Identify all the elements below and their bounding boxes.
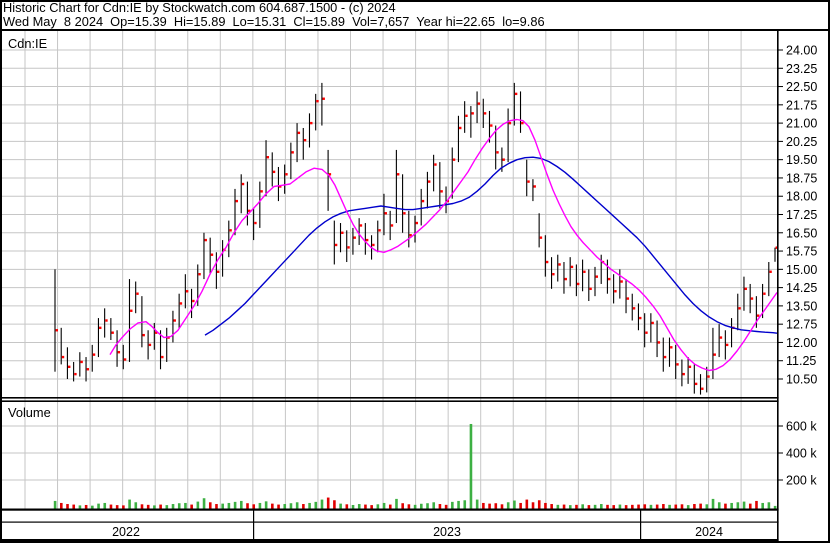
svg-text:21.00: 21.00 (786, 117, 817, 131)
price-volume-chart: 24.00 23.25 22.50 21.75 21.00 20.25 19.50 18.75… (0, 31, 817, 542)
svg-text:18.75: 18.75 (786, 171, 817, 185)
quote-summary-line: Wed May 8 2024 Op=15.39 Hi=15.89 Lo=15.3… (3, 14, 545, 29)
moving-average-lines (109, 118, 778, 372)
year-label-2022: 2022 (112, 525, 140, 539)
axis-tick-labels: 24.00 23.25 22.50 21.75 21.00 20.25 19.50 18.75… (777, 44, 817, 488)
chart-title: Historic Chart for Cdn:IE by Stockwatch.… (3, 0, 396, 15)
svg-text:12.00: 12.00 (786, 336, 817, 350)
svg-text:21.75: 21.75 (786, 98, 817, 112)
svg-text:15.75: 15.75 (786, 245, 817, 259)
svg-text:15.00: 15.00 (786, 263, 817, 277)
price-bars (54, 82, 779, 395)
year-label-2024: 2024 (695, 525, 723, 539)
svg-text:23.25: 23.25 (786, 62, 817, 76)
svg-text:14.25: 14.25 (786, 281, 817, 295)
svg-text:20.25: 20.25 (786, 135, 817, 149)
svg-text:12.75: 12.75 (786, 318, 817, 332)
svg-text:17.25: 17.25 (786, 208, 817, 222)
svg-text:22.50: 22.50 (786, 80, 817, 94)
svg-text:600 k: 600 k (786, 420, 817, 434)
title-bar: Historic Chart for Cdn:IE by Stockwatch.… (0, 0, 830, 31)
svg-text:10.50: 10.50 (786, 373, 817, 387)
svg-text:200 k: 200 k (786, 474, 817, 488)
svg-text:19.50: 19.50 (786, 153, 817, 167)
symbol-label: Cdn:IE (8, 36, 47, 51)
gridlines (2, 31, 777, 509)
svg-text:11.25: 11.25 (786, 354, 816, 368)
svg-text:16.50: 16.50 (786, 226, 817, 240)
svg-text:400 k: 400 k (786, 447, 817, 461)
svg-text:18.00: 18.00 (786, 190, 817, 204)
svg-text:13.50: 13.50 (786, 299, 817, 313)
panel-borders (0, 31, 779, 542)
year-label-2023: 2023 (433, 525, 461, 539)
svg-text:24.00: 24.00 (786, 44, 817, 58)
volume-panel-label: Volume (8, 405, 51, 420)
volume-bars (53, 423, 777, 509)
